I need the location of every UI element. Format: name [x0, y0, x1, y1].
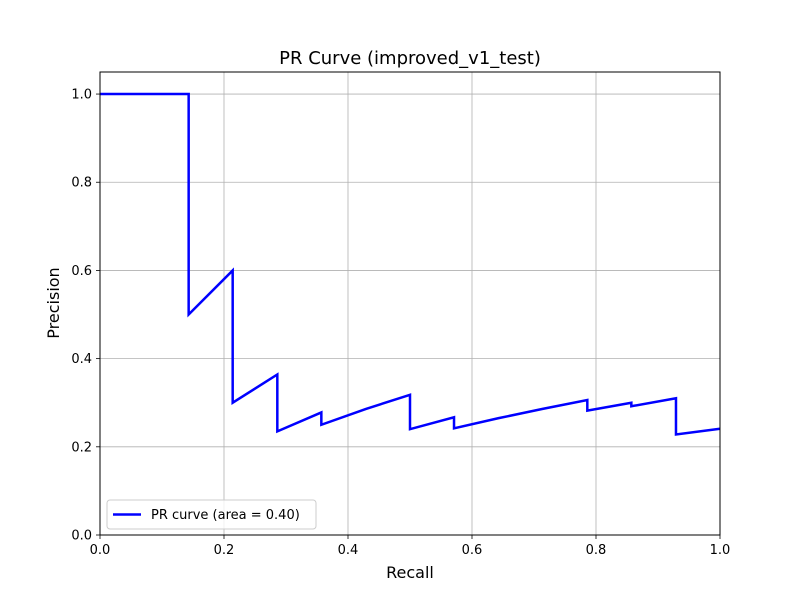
y-tick-label: 1.0	[71, 88, 92, 103]
legend-box	[106, 499, 317, 530]
axes-frame	[99, 71, 721, 536]
grid-lines	[99, 72, 721, 536]
legend-label: PR curve (area = 0.40)	[151, 508, 300, 523]
x-tick-label: 0.2	[214, 543, 235, 558]
y-tick-label: 0.4	[71, 352, 92, 367]
y-tick-label: 0.8	[71, 176, 92, 191]
x-axis-ticks: 0.0 0.2 0.4 0.6 0.8 1.0	[90, 535, 731, 558]
y-axis-ticks: 0.0 0.2 0.4 0.6 0.8 1.0	[71, 88, 100, 544]
x-tick-label: 0.6	[462, 543, 483, 558]
y-tick-label: 0.2	[71, 440, 92, 455]
series-layer	[100, 92, 721, 436]
x-tick-label: 0.4	[338, 543, 359, 558]
y-tick-label: 0.0	[71, 529, 92, 544]
chart-title: PR Curve (improved_v1_test)	[279, 48, 541, 69]
y-axis-label: Precision	[44, 267, 63, 338]
y-tick-label: 0.6	[71, 264, 92, 279]
x-tick-label: 1.0	[710, 543, 731, 558]
pr-curve-line	[100, 92, 721, 436]
legend: PR curve (area = 0.40)	[106, 499, 317, 530]
x-axis-label: Recall	[386, 563, 434, 582]
x-tick-label: 0.0	[90, 543, 111, 558]
x-tick-label: 0.8	[586, 543, 607, 558]
